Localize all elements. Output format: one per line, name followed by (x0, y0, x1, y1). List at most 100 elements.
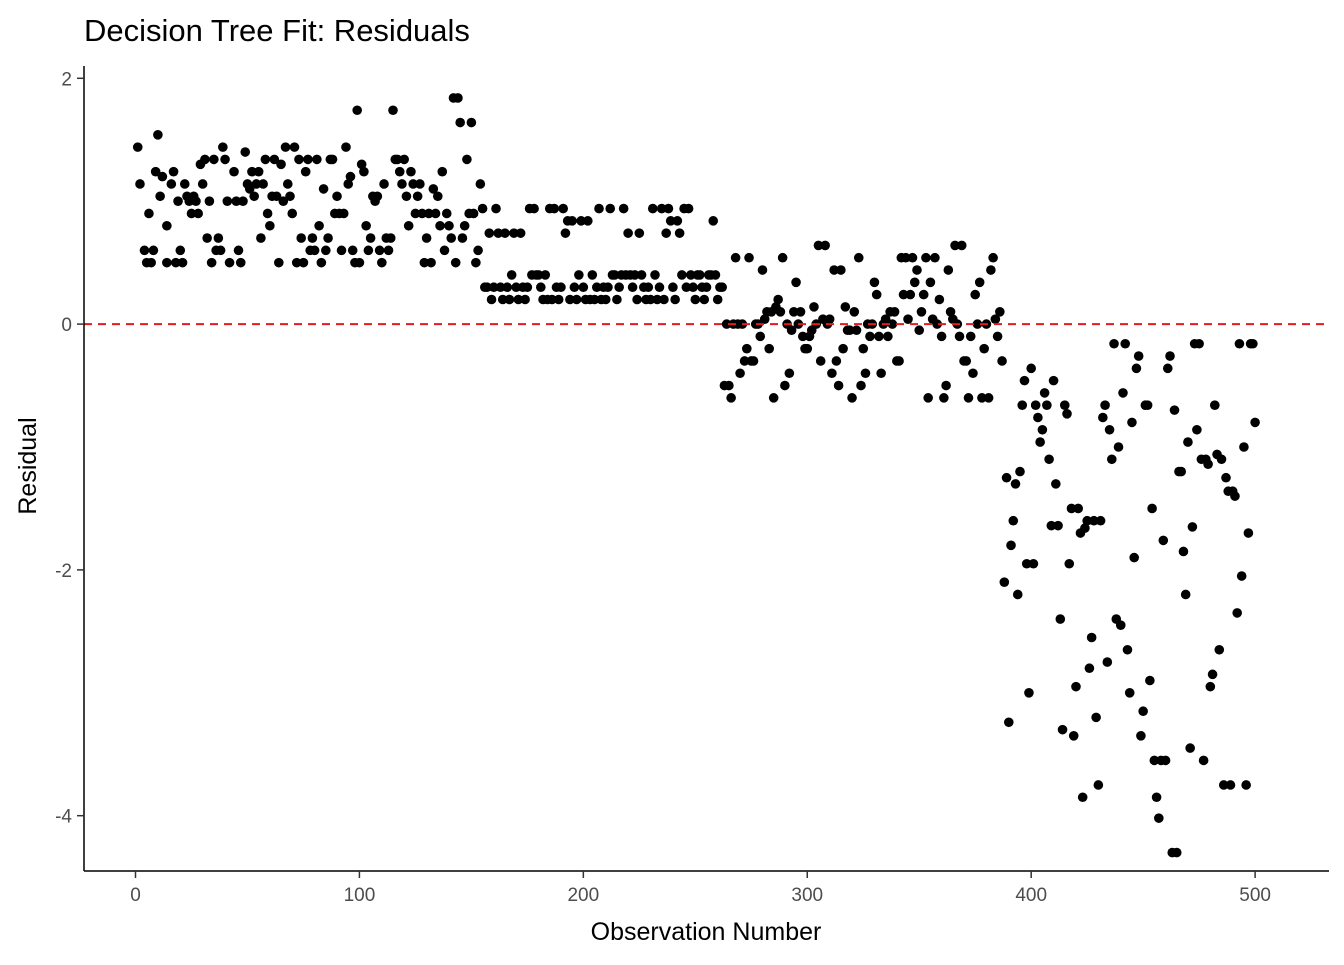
data-point (453, 93, 463, 103)
data-point (397, 179, 407, 189)
data-point (560, 228, 571, 238)
data-point (1024, 687, 1034, 698)
x-tick-label: 500 (1239, 885, 1271, 906)
data-point (1194, 338, 1204, 349)
data-point (1039, 388, 1050, 398)
data-point (511, 282, 521, 293)
data-point (155, 191, 165, 202)
data-point (813, 240, 824, 251)
data-point (683, 203, 694, 214)
data-point (829, 265, 839, 275)
data-point (175, 245, 186, 256)
data-point (1218, 780, 1229, 790)
data-point (354, 257, 365, 268)
data-point (1048, 375, 1059, 386)
data-point (665, 216, 676, 226)
data-point (851, 325, 862, 336)
data-point (316, 257, 327, 268)
data-point (256, 233, 266, 243)
data-point (1089, 515, 1099, 526)
data-point (565, 294, 575, 305)
data-point (383, 245, 394, 256)
data-point (372, 191, 383, 202)
data-point (271, 191, 282, 202)
data-point (979, 343, 989, 354)
data-point (1131, 363, 1142, 374)
data-point (312, 154, 322, 165)
data-point (345, 171, 356, 182)
data-point (365, 233, 376, 243)
data-point (444, 220, 454, 231)
data-point (836, 265, 846, 275)
data-point (1071, 681, 1081, 692)
data-point (845, 325, 855, 336)
data-point (965, 331, 976, 342)
data-point (880, 314, 891, 324)
data-point (918, 289, 929, 300)
data-point (853, 252, 864, 263)
data-point (471, 257, 481, 268)
data-point (1120, 338, 1131, 349)
data-point (1106, 454, 1117, 465)
data-point (1093, 780, 1104, 790)
data-point (1205, 681, 1216, 692)
data-point (827, 368, 837, 379)
data-point (587, 270, 598, 280)
data-point (513, 294, 524, 305)
data-point (672, 216, 683, 226)
data-point (757, 265, 768, 275)
data-point (735, 368, 745, 379)
data-point (997, 356, 1007, 366)
data-point (576, 216, 586, 226)
data-point (432, 191, 443, 202)
data-point (950, 240, 960, 251)
data-point (925, 277, 936, 288)
data-point (777, 252, 788, 263)
data-point (394, 166, 405, 177)
data-point (318, 184, 329, 194)
data-point (251, 179, 262, 189)
data-point (1084, 663, 1095, 674)
data-point (215, 245, 226, 256)
data-point (860, 368, 871, 379)
data-point (1082, 515, 1092, 526)
chart-title: Decision Tree Fit: Residuals (84, 13, 470, 48)
data-point (1068, 731, 1079, 741)
data-point (1160, 755, 1171, 766)
data-point (1080, 523, 1090, 533)
data-point (650, 270, 660, 280)
data-point (441, 208, 452, 219)
data-point (1232, 608, 1242, 618)
data-point (506, 270, 517, 280)
data-point (724, 380, 734, 391)
data-point (533, 270, 544, 280)
data-point (1203, 459, 1213, 469)
data-point (865, 331, 875, 342)
data-point (220, 154, 230, 165)
data-point (197, 179, 208, 189)
data-point (435, 220, 445, 231)
data-point (162, 257, 172, 268)
data-point (1149, 755, 1160, 766)
data-point (833, 380, 844, 391)
data-point (907, 252, 918, 263)
data-point (399, 154, 410, 165)
data-point (784, 368, 795, 379)
data-point (708, 216, 719, 226)
data-point (1138, 706, 1148, 717)
data-point (1169, 405, 1180, 415)
data-point (773, 294, 783, 305)
data-point (206, 257, 217, 268)
data-point (262, 208, 273, 219)
data-point (278, 196, 289, 206)
data-point (307, 233, 318, 243)
data-point (1243, 528, 1254, 538)
data-point (972, 319, 983, 329)
data-point (668, 282, 678, 293)
data-point (1046, 520, 1057, 531)
data-point (486, 294, 497, 305)
data-point (1248, 338, 1258, 349)
data-point (995, 307, 1005, 317)
data-point (730, 252, 741, 263)
data-point (1095, 515, 1106, 526)
